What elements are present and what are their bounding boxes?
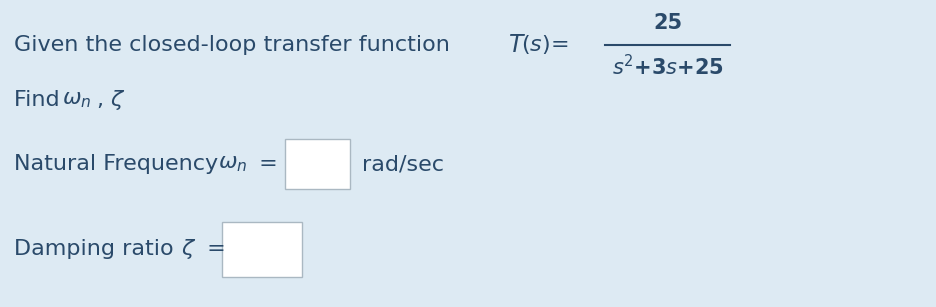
Text: Given the closed-loop transfer function: Given the closed-loop transfer function bbox=[14, 35, 464, 55]
Text: $\mathit{(s)}$: $\mathit{(s)}$ bbox=[521, 33, 550, 56]
Text: $\omega_n$: $\omega_n$ bbox=[62, 90, 92, 110]
Text: Find: Find bbox=[14, 90, 74, 110]
Text: =: = bbox=[200, 239, 226, 259]
Text: Natural Frequency: Natural Frequency bbox=[14, 154, 226, 174]
Text: , $\zeta$: , $\zeta$ bbox=[96, 88, 125, 112]
Text: Damping ratio: Damping ratio bbox=[14, 239, 188, 259]
Text: rad/sec: rad/sec bbox=[362, 154, 444, 174]
Text: $\zeta$: $\zeta$ bbox=[181, 237, 197, 261]
Bar bbox=[222, 222, 302, 277]
Text: 25: 25 bbox=[653, 13, 682, 33]
Text: =: = bbox=[551, 35, 570, 55]
Text: $\omega_n$: $\omega_n$ bbox=[218, 154, 247, 174]
Text: =: = bbox=[252, 154, 278, 174]
Bar bbox=[285, 139, 350, 189]
Text: $\mathit{T}$: $\mathit{T}$ bbox=[508, 33, 526, 57]
Text: $s^2$+3$s$+25: $s^2$+3$s$+25 bbox=[612, 54, 724, 80]
